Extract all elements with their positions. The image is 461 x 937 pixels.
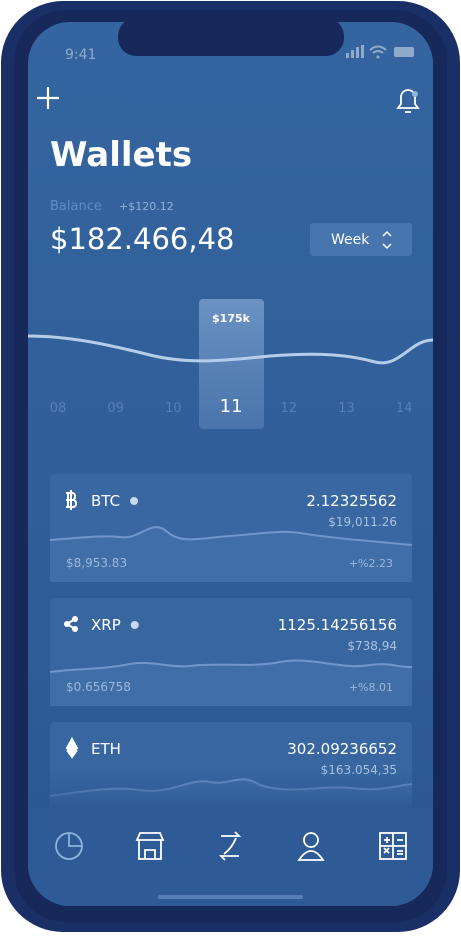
notch (118, 22, 344, 56)
chart-day: 10 (165, 401, 182, 416)
chart-highlight (199, 299, 264, 429)
status-time: 9:41 (65, 47, 96, 63)
tab-profile[interactable] (297, 832, 325, 861)
chart-line (28, 334, 433, 365)
tab-portfolio[interactable] (55, 832, 83, 860)
coin-symbol: BTC (91, 492, 120, 510)
chart-day: 13 (338, 401, 355, 416)
balance: $182.466,48 (50, 222, 235, 256)
coin-amount: 1125.14256156 (278, 616, 397, 634)
tab-bar (28, 808, 433, 906)
tab-exchange[interactable] (218, 831, 242, 861)
coin-icon (72, 626, 78, 632)
list-fade (28, 770, 433, 810)
coin-icon (64, 621, 70, 627)
coin-symbol: XRP (91, 616, 121, 634)
coin-icon (66, 490, 78, 510)
price-change: +%8.01 (349, 681, 393, 694)
status-icons (346, 45, 414, 59)
price-change: +%2.23 (349, 557, 393, 570)
fiat-amount: $738,94 (347, 639, 397, 653)
fiat-amount: $19,011.26 (328, 515, 397, 529)
period-label: Week (331, 232, 370, 248)
sparkline (49, 526, 413, 546)
coin-symbol: ETH (91, 740, 121, 758)
wallet-card[interactable]: BTC 2.12325562 $19,011.26 $8,953.83 +%2.23 (49, 474, 413, 582)
status-dot (130, 621, 139, 629)
sparkline-area (50, 660, 412, 706)
coin-icon (72, 616, 78, 622)
balance-label: Balance (50, 199, 102, 214)
status-dot (130, 497, 139, 505)
coin-amount: 2.12325562 (306, 492, 397, 510)
coin-icon (65, 736, 79, 759)
sparkline (49, 659, 413, 673)
balance-change: +$120.12 (119, 200, 174, 213)
chart-day: 14 (396, 401, 413, 416)
sparkline-area (50, 527, 412, 582)
home-indicator (158, 895, 303, 899)
tab-market[interactable] (135, 832, 165, 860)
chart-day: 11 (220, 396, 243, 417)
notifications-button[interactable] (396, 89, 420, 113)
chart-day: 09 (107, 401, 124, 416)
chart-day: 08 (50, 401, 67, 416)
tab-calculator[interactable] (379, 832, 407, 860)
wallet-card[interactable]: XRP 1125.14256156 $738,94 $0.656758 +%8.01 (49, 598, 413, 706)
chart-day: 12 (281, 401, 298, 416)
coin-price: $8,953.83 (66, 556, 127, 570)
page-title: Wallets (50, 135, 192, 175)
chart-highlight-label: $175k (212, 312, 251, 325)
add-button[interactable] (37, 87, 59, 109)
coin-price: $0.656758 (66, 680, 131, 694)
coin-amount: 302.09236652 (287, 740, 397, 758)
period-selector[interactable]: Week (310, 223, 412, 256)
